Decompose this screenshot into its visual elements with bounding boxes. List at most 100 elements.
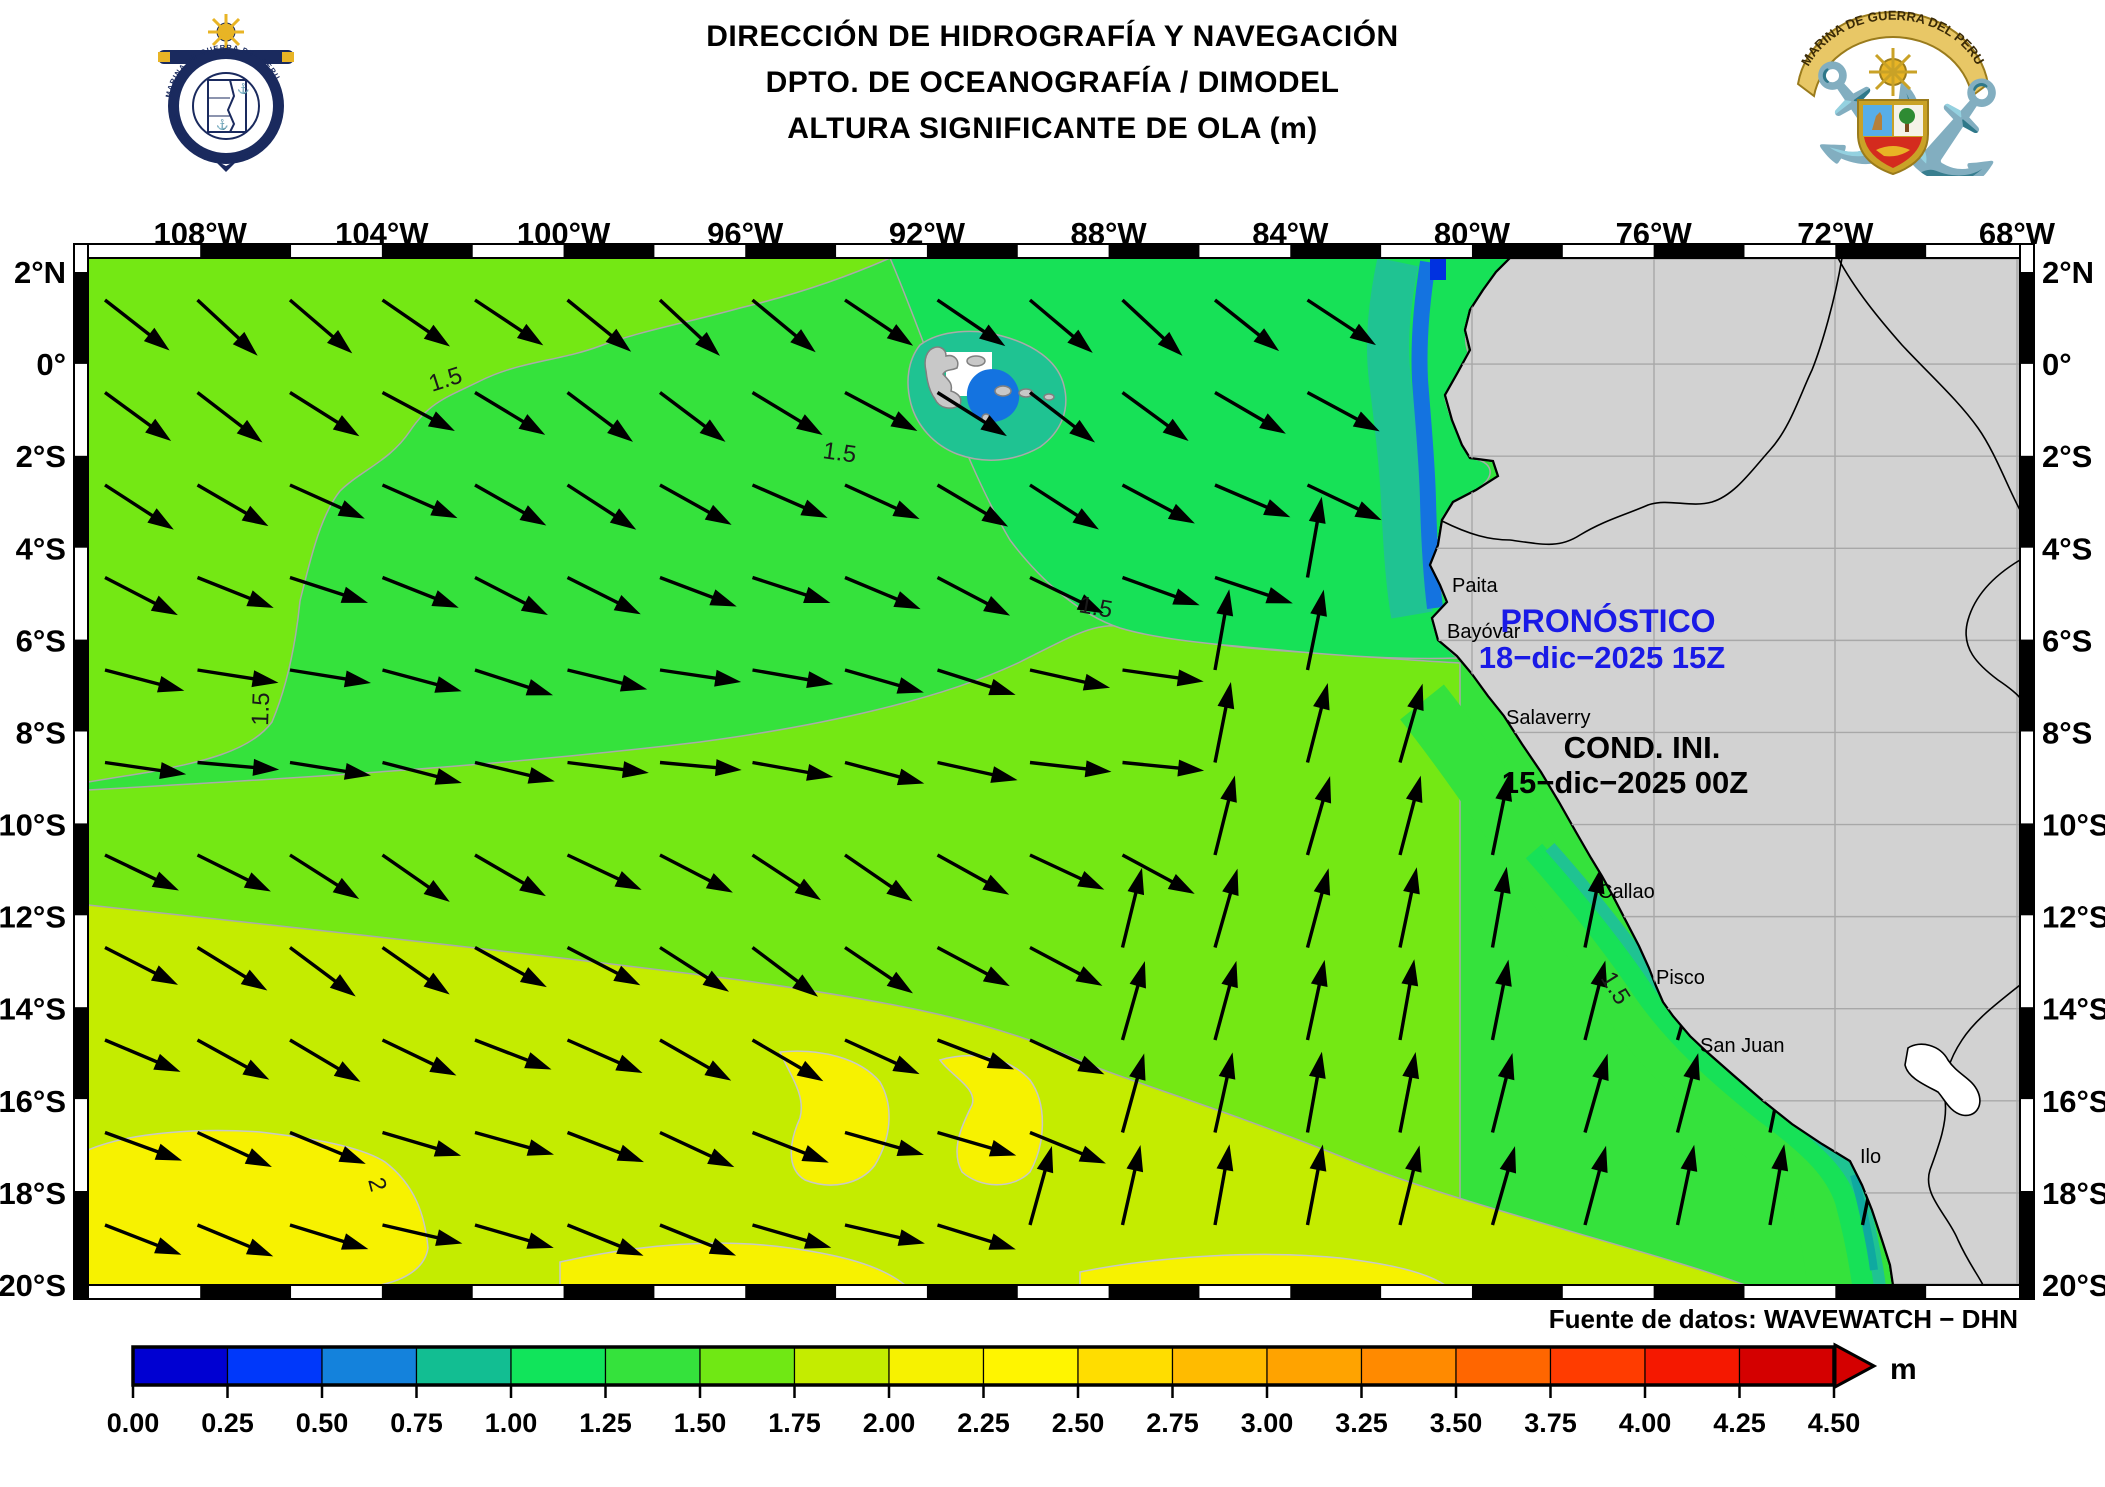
sun-compass-icon — [1869, 48, 1917, 96]
cond-ini-label: COND. INI. — [1564, 730, 1721, 765]
page-title: DIRECCIÓN DE HIDROGRAFÍA Y NAVEGACIÓN DP… — [0, 14, 2105, 152]
lat-label-left: 14°S — [0, 992, 66, 1027]
seal-sun-icon — [208, 14, 244, 50]
title-line-3: ALTURA SIGNIFICANTE DE OLA (m) — [787, 112, 1318, 145]
city-label: Bayóvar — [1447, 621, 1521, 643]
lat-label-left: 4°S — [16, 531, 66, 566]
ecuador-blue-strip — [1411, 260, 1443, 609]
seal-map-inset: ⚓ ⚓ — [207, 79, 249, 133]
colorbar-segment — [1266, 1346, 1363, 1386]
galapagos-blue-patch — [966, 369, 1020, 423]
svg-text:⚓: ⚓ — [216, 118, 228, 131]
banner-ribbon — [1796, 11, 1990, 98]
lon-label: 108°W — [154, 216, 248, 251]
colorbar-segment — [415, 1346, 512, 1386]
colorbar-tick-label: 1.25 — [579, 1408, 632, 1438]
colorbar: 0.00 0.25 0.50 0.75 1.00 1.25 1.50 1.75 2.00 2.25… — [107, 1342, 1917, 1438]
lat-label-right: 4°S — [2042, 531, 2092, 566]
colorbar-segment — [1738, 1346, 1835, 1386]
contour-label: 1.5 — [247, 692, 275, 726]
colorbar-tick-label: 0.25 — [201, 1408, 254, 1438]
colorbar-unit: m — [1890, 1353, 1917, 1386]
city-label: Paita — [1452, 575, 1498, 597]
colorbar-segment — [982, 1346, 1079, 1386]
lat-label-left: 2°N — [14, 255, 66, 290]
ecuador-teal-strip — [1367, 258, 1433, 619]
colorbar-segment — [1077, 1346, 1174, 1386]
lat-label-left: 20°S — [0, 1268, 66, 1303]
lat-label-right: 20°S — [2042, 1268, 2105, 1303]
lat-label-right: 14°S — [2042, 992, 2105, 1027]
map-frame — [73, 243, 2035, 1300]
lon-label: 68°W — [1979, 216, 2056, 251]
city-label: Salaverry — [1506, 707, 1590, 729]
lat-label-right: 8°S — [2042, 715, 2092, 750]
colorbar-segment — [1360, 1346, 1457, 1386]
colorbar-tick-label: 3.75 — [1524, 1408, 1577, 1438]
lat-label-right: 12°S — [2042, 900, 2105, 935]
colorbar-tick-label: 1.00 — [485, 1408, 538, 1438]
contour-label: 1.5 — [821, 437, 858, 468]
colorbar-segment — [226, 1346, 323, 1386]
colorbar-tick-label: 3.25 — [1335, 1408, 1388, 1438]
cond-ini-datetime: 15−dic−2025 00Z — [1502, 765, 1749, 800]
ecuador-darkblue-patch — [1430, 258, 1446, 280]
lat-label-left: 18°S — [0, 1176, 66, 1211]
vicuna-glyph — [1872, 112, 1882, 130]
colorbar-arrow-tip — [1833, 1342, 1878, 1390]
lake-titicaca — [1904, 1043, 1981, 1117]
colorbar-tick-label: 1.50 — [674, 1408, 727, 1438]
tree-glyph — [1899, 108, 1915, 124]
colorbar-tick-label: 2.75 — [1146, 1408, 1199, 1438]
colorbar-tick-label: 2.50 — [1052, 1408, 1105, 1438]
marina-coat-of-arms-logo: MARINA DE GUERRA DEL PERU ⚓ ⚓ — [1786, 8, 2000, 176]
colorbar-tick-label: 3.50 — [1430, 1408, 1483, 1438]
lat-label-left: 8°S — [16, 715, 66, 750]
lat-label-left: 0° — [36, 347, 66, 382]
lon-label: 76°W — [1616, 216, 1693, 251]
colorbar-tick-label: 0.00 — [107, 1408, 160, 1438]
forecast-datetime: 18−dic−2025 15Z — [1479, 640, 1726, 675]
colorbar-segment — [1171, 1346, 1268, 1386]
cornucopia-glyph — [1876, 146, 1910, 157]
forecast-label: PRONÓSTICO — [1500, 603, 1715, 639]
lat-label-right: 6°S — [2042, 623, 2092, 658]
lat-label-right: 2°N — [2042, 255, 2094, 290]
wave-direction-arrows — [103, 298, 1883, 1257]
lat-label-left: 12°S — [0, 900, 66, 935]
lat-label-right: 16°S — [2042, 1084, 2105, 1119]
lon-label: 84°W — [1252, 216, 1329, 251]
colorbar-tick-label: 4.25 — [1713, 1408, 1766, 1438]
land-south-america — [1428, 256, 2022, 1287]
lat-label-left: 16°S — [0, 1084, 66, 1119]
seal-anchor-icon: ⚓ — [237, 82, 249, 95]
colorbar-segment — [793, 1346, 890, 1386]
lon-label: 80°W — [1434, 216, 1511, 251]
colorbar-tick-label: 3.00 — [1241, 1408, 1294, 1438]
colorbar-segment — [1644, 1346, 1741, 1386]
colorbar-segment — [699, 1346, 796, 1386]
title-line-1: DIRECCIÓN DE HIDROGRAFÍA Y NAVEGACIÓN — [706, 20, 1399, 53]
lat-label-left: 2°S — [16, 439, 66, 474]
colorbar-tick-label: 2.25 — [957, 1408, 1010, 1438]
lon-label: 96°W — [707, 216, 784, 251]
city-label: Callao — [1598, 881, 1655, 903]
lat-label-right: 18°S — [2042, 1176, 2105, 1211]
colorbar-segment — [321, 1346, 418, 1386]
lat-label-right: 2°S — [2042, 439, 2092, 474]
lon-label: 104°W — [335, 216, 429, 251]
peru-shield — [1857, 99, 1929, 176]
dhn-seal-logo: MARINA DE GUERRA DEL PERU DIRECCION DE H… — [158, 14, 294, 172]
colorbar-segment — [1455, 1346, 1552, 1386]
colorbar-segment — [1549, 1346, 1646, 1386]
colorbar-tick-label: 0.50 — [296, 1408, 349, 1438]
lat-label-right: 10°S — [2042, 808, 2105, 843]
colorbar-tick-label: 4.50 — [1808, 1408, 1861, 1438]
map-labels: 108°W 104°W 100°W 96°W 92°W 88°W 84°W 80°W 76°W 7… — [0, 216, 2105, 1303]
title-line-2: DPTO. DE OCEANOGRAFÍA / DIMODEL — [765, 66, 1340, 99]
colorbar-tick-label: 4.00 — [1619, 1408, 1672, 1438]
forecast-annotation: PRONÓSTICO 18−dic−2025 15Z COND. INI. 15… — [1479, 603, 1749, 800]
lon-label: 100°W — [517, 216, 611, 251]
city-label: Pisco — [1656, 967, 1705, 989]
